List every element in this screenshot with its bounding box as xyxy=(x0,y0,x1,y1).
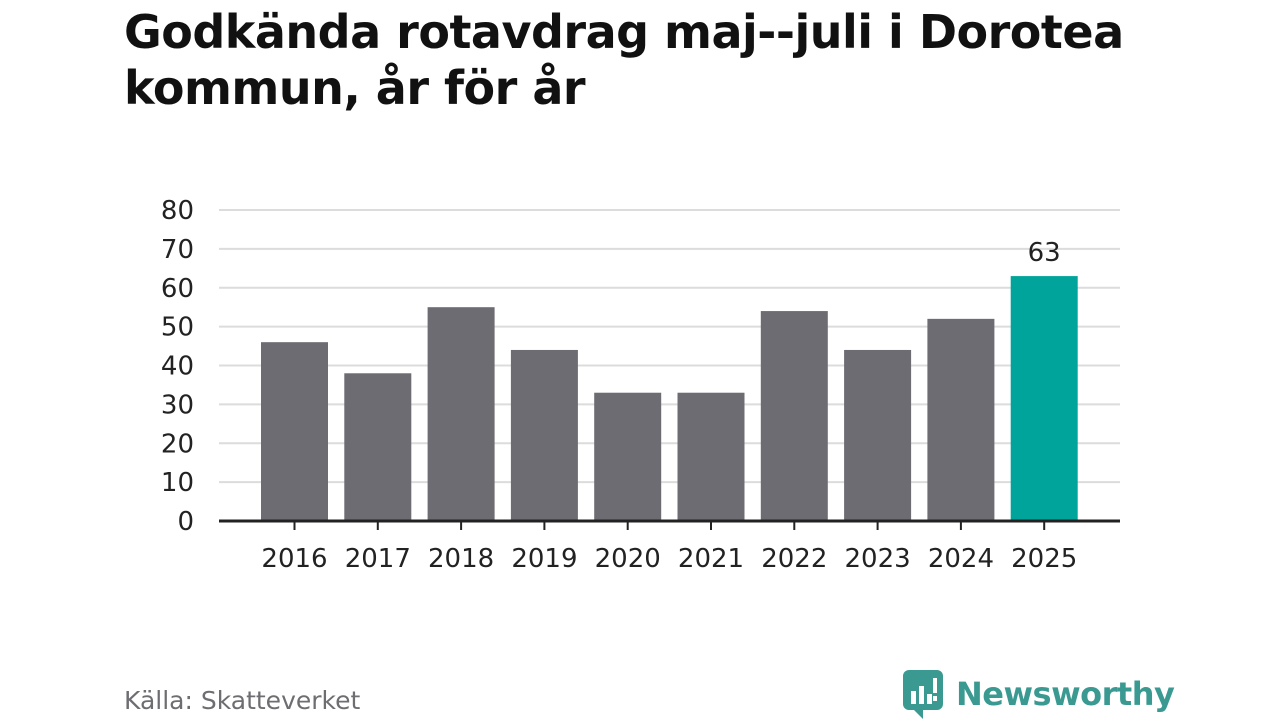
x-tick-label: 2023 xyxy=(845,544,911,574)
bar xyxy=(677,392,745,521)
x-tick-label: 2025 xyxy=(1011,544,1077,574)
bar xyxy=(760,311,828,521)
x-tick-label: 2016 xyxy=(261,544,327,574)
y-tick-label: 20 xyxy=(161,429,194,459)
x-tick-label: 2018 xyxy=(428,544,494,574)
y-tick-label: 0 xyxy=(177,507,194,537)
bar xyxy=(844,349,912,521)
bar xyxy=(261,342,328,521)
x-tick-label: 2021 xyxy=(678,544,744,574)
logo-text: Newsworthy xyxy=(956,675,1175,713)
y-tick-label: 50 xyxy=(161,313,194,343)
x-tick-label: 2017 xyxy=(345,544,411,574)
x-tick-label: 2020 xyxy=(595,544,661,574)
bar xyxy=(594,392,662,521)
y-tick-label: 10 xyxy=(161,468,194,498)
bar-chart: 0 10 20 30 40 50 60 70 80 2016 2017 2018 2019 2020 202… xyxy=(161,196,1120,574)
y-tick-label: 60 xyxy=(161,274,194,304)
bar xyxy=(927,318,995,521)
y-tick-label: 80 xyxy=(161,196,194,226)
x-tick-label: 2024 xyxy=(928,544,994,574)
y-tick-label: 30 xyxy=(161,390,194,420)
newsworthy-logo: Newsworthy xyxy=(902,668,1175,720)
source-label: Källa: Skatteverket xyxy=(124,686,361,715)
x-tick-label: 2022 xyxy=(761,544,827,574)
newsworthy-logo-icon xyxy=(903,670,943,719)
x-tick-label: 2019 xyxy=(511,544,577,574)
bar xyxy=(344,373,412,521)
data-label: 63 xyxy=(1028,238,1061,268)
bar xyxy=(510,349,578,521)
y-tick-label: 40 xyxy=(161,352,194,382)
y-tick-label: 70 xyxy=(161,235,194,265)
bar xyxy=(1010,276,1078,521)
chart-title: Godkända rotavdrag maj--juli i Dorotea k… xyxy=(124,5,1124,115)
bar xyxy=(427,307,495,521)
